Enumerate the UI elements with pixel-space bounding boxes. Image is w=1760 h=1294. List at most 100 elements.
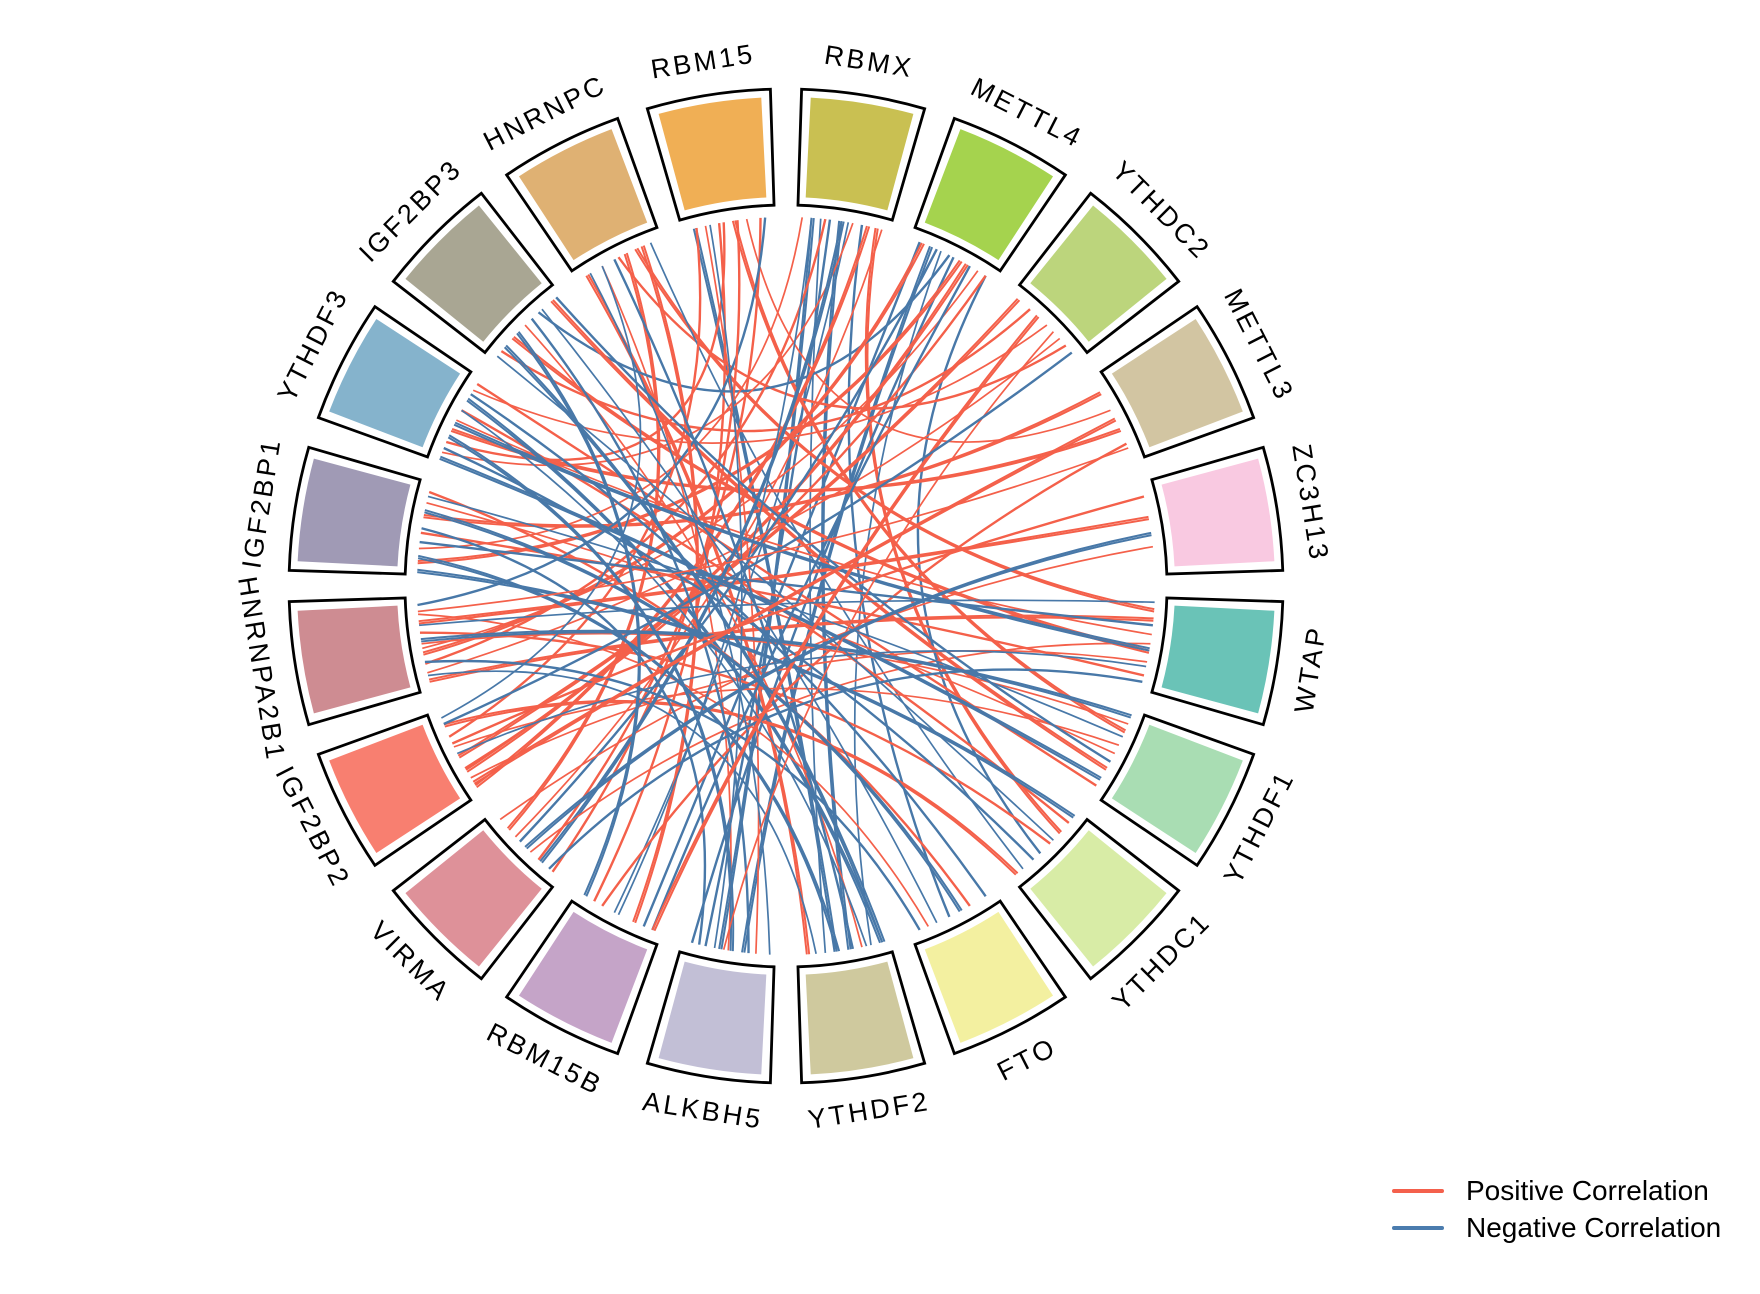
chord-link-IGF2BP2-RBMX [476, 226, 871, 789]
chord-link-IGF2BP2-RBM15 [448, 227, 702, 738]
chord-link-YTHDC1-IGF2BP1 [417, 571, 1074, 819]
chord-link-ALKBH5-RBM15 [709, 224, 743, 949]
chord-link-IGF2BP2-WTAP [470, 649, 1148, 779]
sector-label-RBM15: RBM15 [649, 39, 757, 85]
sector-fill-HNRNPC [518, 129, 648, 261]
chord-link-HNRNPA2B1-WTAP [429, 616, 1154, 683]
chord-link-YTHDF1-IGF2BP3 [555, 296, 1112, 763]
chord-link-ALKBH5-IGF2BP3 [530, 317, 750, 954]
sector-fill-YTHDF2 [805, 961, 914, 1075]
chord-link-HNRNPC-YTHDC1 [649, 242, 1024, 870]
chord-link-IGF2BP3-YTHDF1 [550, 300, 1107, 771]
chord-link-VIRMA-RBMX [539, 220, 843, 862]
sector-fill-IGF2BP2 [329, 724, 461, 854]
chord-link-WTAP-YTHDF3 [453, 423, 1150, 652]
chord-link-IGF2BP1-METTL4 [417, 259, 961, 562]
chord-link-WTAP-IGF2BP1 [419, 540, 1154, 627]
chord-link-IGF2BP3-WTAP [513, 336, 1150, 652]
chord-link-FTO-IGF2BP1 [424, 511, 961, 913]
sector-label-ZC3H13: ZC3H13 [1286, 442, 1334, 564]
chord-link-HNRNPA2B1-FTO [418, 613, 930, 927]
chord-link-WTAP-VIRMA [548, 668, 1143, 870]
chord-link-YTHDC2-RBM15B [653, 316, 1040, 932]
sector-fill-RBM15B [518, 911, 648, 1043]
sector-fill-YTHDF1 [1111, 724, 1243, 854]
chord-link-HNRNPA2B1-WTAP [428, 614, 1154, 681]
chord-link-YTHDC1-IGF2BP3 [496, 355, 1054, 841]
chord-link-YTHDF3-YTHDC2 [472, 324, 1048, 444]
chord-link-RBM15-YTHDF1 [734, 220, 1127, 732]
chord-link-HNRNPA2B1-ZC3H13 [418, 518, 1150, 625]
legend-label-positive: Positive Correlation [1466, 1175, 1709, 1206]
chord-link-YTHDF1-HNRNPA2B1 [420, 629, 1132, 717]
chord-link-FTO-HNRNPA2B1 [424, 659, 921, 931]
sector-fill-VIRMA [405, 830, 542, 967]
sector-fill-ALKBH5 [658, 961, 767, 1075]
chord-link-YTHDC1-YTHDF3 [443, 446, 1035, 861]
sector-fill-IGF2BP3 [405, 205, 542, 342]
sector-label-FTO: FTO [992, 1032, 1061, 1087]
sector-track [287, 87, 1285, 1085]
chord-link-ZC3H13-VIRMA [526, 534, 1152, 850]
chord-link-METTL3-IGF2BP2 [472, 417, 1116, 783]
sector-fill-WTAP [1161, 605, 1275, 714]
legend-item-negative: Negative Correlation [1392, 1212, 1722, 1243]
sector-fill-IGF2BP1 [297, 458, 411, 567]
chord-link-YTHDF3-RBMX [441, 222, 854, 467]
chord-link-YTHDF2-IGF2BP3 [503, 346, 884, 943]
sector-label-RBMX: RBMX [822, 40, 916, 84]
chord-link-HNRNPC-YTHDF2 [587, 273, 811, 955]
sector-fill-METTL3 [1111, 318, 1243, 448]
chord-link-IGF2BP2-RBMX [474, 225, 868, 787]
chord-link-HNRNPA2B1-ZC3H13 [418, 515, 1149, 623]
chord-link-RBM15B-HNRNPC [634, 245, 700, 924]
chord-link-YTHDC2-ALKBH5 [722, 331, 1055, 950]
legend-label-negative: Negative Correlation [1466, 1212, 1722, 1243]
chord-link-VIRMA-WTAP [529, 642, 1151, 853]
chord-link-METTL3-IGF2BP2 [473, 419, 1117, 785]
chord-link-IGF2BP1-METTL3 [423, 393, 1102, 528]
chord-link-YTHDF1-YTHDF3 [439, 457, 1101, 781]
chord-link-VIRMA-METTL4 [519, 248, 938, 843]
negative-correlation-line-swatch [1392, 1226, 1444, 1230]
chord-link-RBM15B-METTL4 [651, 265, 971, 931]
sector-label-HNRNPA2B1: HNRNPA2B1 [232, 574, 291, 763]
sector-fill-RBM15 [658, 97, 767, 211]
sector-fill-ZC3H13 [1161, 458, 1275, 567]
chord-link-YTHDF2-IGF2BP1 [418, 554, 841, 952]
chord-link-RBM15-YTHDF2 [692, 228, 836, 952]
sector-label-IGF2BP1: IGF2BP1 [236, 435, 286, 570]
chord-link-METTL3-HNRNPA2B1 [417, 447, 1129, 613]
chord-link-FTO-IGF2BP1 [424, 509, 963, 912]
chord-link-ZC3H13-VIRMA [524, 531, 1152, 848]
chord-links [417, 217, 1155, 955]
chord-link-METTL4-ALKBH5 [690, 256, 955, 944]
positive-correlation-line-swatch [1392, 1189, 1444, 1193]
chord-link-HNRNPA2B1-YTHDC1 [419, 631, 1051, 845]
chord-link-IGF2BP2-METTL4 [464, 274, 987, 770]
chord-link-ALKBH5-YTHDF3 [447, 436, 733, 951]
chord-link-VIRMA-RBM15 [551, 220, 741, 873]
chord-link-WTAP-YTHDF3 [454, 421, 1150, 650]
chord-link-HNRNPC-ALKBH5 [601, 265, 732, 951]
chord-link-YTHDF1-HNRNPA2B1 [421, 631, 1132, 719]
chord-link-YTHDF1-YTHDF3 [440, 455, 1102, 779]
chord-link-WTAP-HNRNPA2B1 [419, 599, 1155, 627]
legend: Positive Correlation Negative Correlatio… [1392, 1175, 1722, 1243]
chord-link-YTHDC2-RBM15B [651, 314, 1038, 931]
sector-fill-YTHDF3 [329, 318, 461, 448]
sector-fill-FTO [924, 911, 1054, 1043]
sector-label-YTHDF2: YTHDF2 [806, 1086, 932, 1135]
chord-link-RBMX-RBM15B [613, 222, 850, 914]
chord-link-VIRMA-HNRNPC [506, 253, 659, 829]
chord-link-ALKBH5-HNRNPC [589, 272, 771, 955]
sector-fill-RBMX [805, 97, 914, 211]
chord-link-HNRNPA2B1-YTHDC2 [427, 337, 1061, 674]
sector-fill-YTHDC2 [1030, 205, 1167, 342]
chord-link-RBMX-YTHDC1 [864, 227, 1061, 835]
sector-label-WTAP: WTAP [1289, 623, 1332, 715]
chord-link-METTL4-ALKBH5 [743, 246, 934, 953]
chord-link-YTHDC1-IGF2BP1 [417, 568, 1076, 817]
legend-item-positive: Positive Correlation [1392, 1175, 1721, 1206]
